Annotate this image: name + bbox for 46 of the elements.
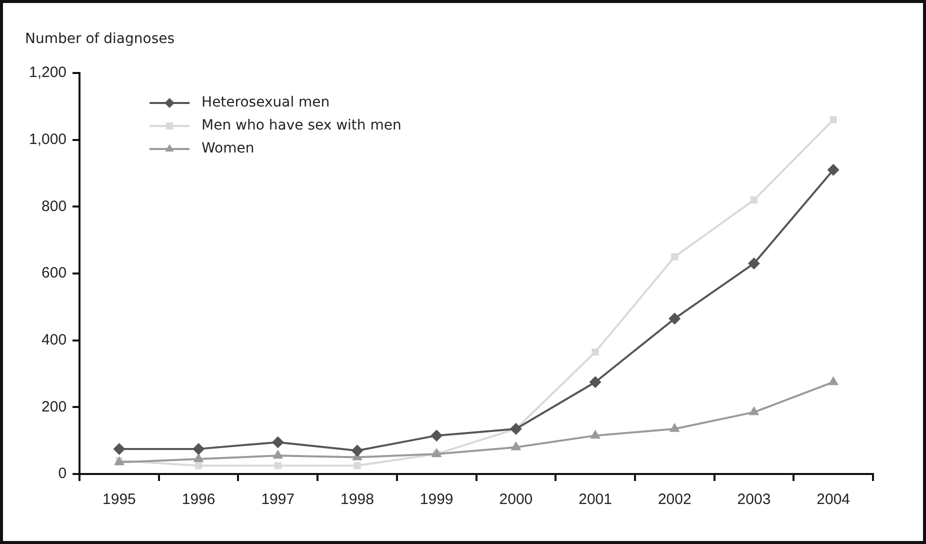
y-axis-title: Number of diagnoses xyxy=(25,31,175,47)
point xyxy=(669,422,680,432)
point xyxy=(272,450,284,459)
point xyxy=(113,442,126,455)
x-tick-label: 2001 xyxy=(578,491,612,508)
x-tick-label: 1995 xyxy=(102,491,136,508)
x-tick-label: 1997 xyxy=(261,491,295,508)
point xyxy=(671,253,678,260)
point xyxy=(827,164,840,176)
y-tick-label: 200 xyxy=(42,398,67,416)
point xyxy=(351,444,364,457)
point xyxy=(430,430,443,442)
point xyxy=(590,430,600,439)
x-tick-label: 2002 xyxy=(658,491,692,508)
point xyxy=(431,448,442,457)
point xyxy=(195,462,202,470)
point xyxy=(510,441,522,450)
point xyxy=(748,257,760,270)
point xyxy=(193,452,204,462)
point xyxy=(592,348,599,356)
y-tick-label: 400 xyxy=(42,331,67,348)
point xyxy=(589,376,602,388)
point xyxy=(750,196,758,204)
x-tick-label: 1999 xyxy=(420,491,454,508)
x-tick-label: 2000 xyxy=(499,491,533,508)
point xyxy=(748,406,760,416)
y-tick-label: 600 xyxy=(42,264,67,282)
x-tick-label: 2003 xyxy=(737,491,771,508)
point xyxy=(354,462,361,470)
point xyxy=(274,462,282,470)
point xyxy=(192,442,205,455)
y-tick-label: 1,000 xyxy=(28,130,67,148)
y-tick-label: 800 xyxy=(42,198,67,215)
point xyxy=(510,422,522,435)
x-tick-label: 1996 xyxy=(182,491,216,508)
x-tick-label: 1998 xyxy=(340,491,374,508)
y-tick-label: 1,200 xyxy=(28,64,67,82)
point xyxy=(272,436,284,448)
legend-label: Heterosexual men xyxy=(202,94,330,111)
legend-label: Women xyxy=(202,140,254,157)
point xyxy=(668,312,681,325)
legend-label: Men who have sex with men xyxy=(202,118,402,134)
point xyxy=(828,376,839,386)
y-tick-label: 0 xyxy=(58,465,67,482)
point xyxy=(830,116,837,124)
x-tick-label: 2004 xyxy=(816,491,850,508)
